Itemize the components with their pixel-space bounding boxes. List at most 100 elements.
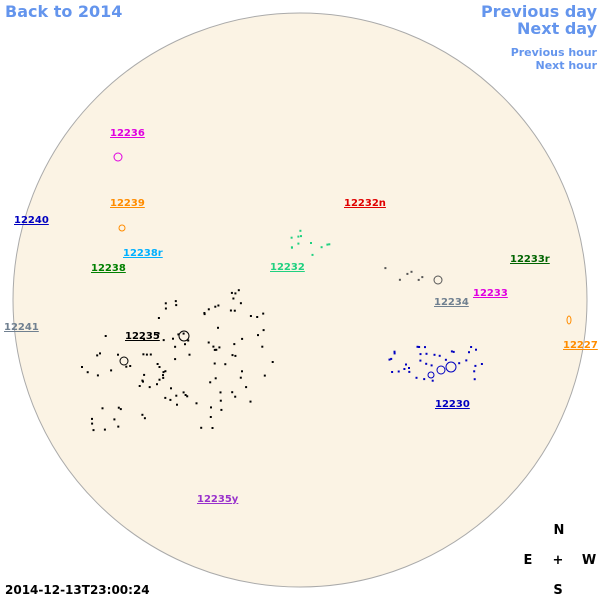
sunspot-dot: [444, 358, 447, 361]
sunspot-dot: [174, 358, 177, 361]
sunspot-dot: [408, 370, 411, 373]
compass-north: N: [554, 523, 565, 538]
sunspot-dot: [406, 272, 409, 275]
sunspot-dot: [249, 315, 252, 317]
sunspot-dot: [214, 305, 217, 308]
sunspot-dot: [233, 309, 236, 312]
sunspot-dot: [475, 348, 477, 351]
sunspot-dot: [398, 278, 401, 281]
sunspot: [119, 356, 129, 366]
sunspot-dot: [162, 376, 165, 379]
next-hour-link[interactable]: Next hour: [536, 59, 598, 72]
region-label[interactable]: 12227: [563, 340, 598, 351]
sunspot-dot: [117, 406, 120, 409]
back-link[interactable]: Back to 2014: [5, 2, 122, 21]
sunspot-dot: [138, 385, 141, 387]
sunspot-dot: [438, 354, 441, 357]
sunspot-dot: [170, 387, 172, 390]
sunspot-dot: [209, 416, 212, 418]
sunspot-dot: [157, 332, 160, 335]
sunspot-dot: [262, 329, 265, 332]
sunspot-dot: [156, 383, 158, 386]
sunspot-dot: [262, 312, 265, 315]
sunspot-dot: [96, 374, 99, 377]
sunspot-dot: [261, 345, 264, 348]
compass-south: S: [553, 583, 562, 598]
sunspot-dot: [145, 353, 148, 356]
sunspot-dot: [424, 346, 426, 349]
region-label[interactable]: 12240: [14, 215, 49, 226]
next-day-link[interactable]: Next day: [517, 19, 598, 38]
sunspot-dot: [239, 376, 242, 379]
sunspot-dot: [433, 353, 436, 356]
sunspot-dot: [113, 418, 116, 421]
sunspot-dot: [257, 334, 259, 337]
sunspot-dot: [241, 337, 244, 340]
sunspot-dot: [328, 243, 331, 246]
sunspot: [566, 315, 572, 325]
compass-east: E: [524, 553, 533, 568]
region-label[interactable]: 12234: [434, 297, 469, 308]
sunspot-dot: [403, 368, 406, 370]
sunspot-dot: [117, 425, 120, 428]
region-label[interactable]: 12235y: [197, 494, 239, 505]
sunspot-dot: [141, 413, 144, 416]
sunspot-dot: [425, 362, 428, 365]
region-label[interactable]: 12239: [110, 198, 145, 209]
region-label[interactable]: 12232n: [344, 198, 386, 209]
sunspot-dots: [81, 229, 483, 432]
region-label[interactable]: 12233: [473, 288, 508, 299]
sunspot-dot: [231, 391, 234, 394]
sunspot-dot: [408, 367, 410, 369]
region-label[interactable]: 12232: [270, 262, 305, 273]
sunspot: [433, 275, 443, 285]
sunspot-dot: [157, 317, 160, 319]
sunspot-dot: [397, 370, 400, 373]
sunspot-dot: [297, 242, 300, 245]
sunspot-dot: [290, 236, 293, 239]
sunspot-dot: [101, 407, 104, 410]
sunspot-dot: [234, 395, 237, 398]
region-label[interactable]: 12235: [125, 331, 160, 342]
sunspot-dot: [219, 399, 222, 402]
sunspot-dot: [415, 376, 418, 379]
sunspot-dot: [473, 378, 476, 381]
sunspot-dot: [249, 400, 252, 403]
sunspot-dot: [393, 352, 396, 355]
previous-hour-link[interactable]: Previous hour: [511, 46, 598, 59]
sunspot-dot: [450, 350, 453, 353]
sunspot-dot: [290, 246, 293, 249]
sunspot-dot: [388, 358, 391, 361]
sunspot-dot: [96, 354, 99, 357]
region-label[interactable]: 12238r: [123, 248, 163, 259]
sunspot-dot: [230, 291, 233, 294]
compass-center: +: [553, 553, 564, 568]
sunspot-dot: [143, 417, 146, 420]
sunspot-dot: [207, 308, 210, 311]
region-label[interactable]: 12233r: [510, 254, 550, 265]
sunspot-dot: [141, 379, 144, 382]
sunspot-dot: [214, 377, 217, 380]
sunspot-dot: [320, 246, 323, 249]
sunspot-dot: [119, 408, 122, 411]
sunspot-dot: [473, 370, 476, 373]
sunspot-dot: [125, 365, 128, 368]
sunspot-dot: [468, 351, 470, 354]
region-label[interactable]: 12230: [435, 399, 470, 410]
sunspot-dot: [184, 394, 187, 396]
sunspot-dot: [162, 371, 165, 374]
region-label[interactable]: 12238: [91, 263, 126, 274]
sunspot-dot: [234, 292, 237, 295]
sunspot-dot: [175, 304, 178, 307]
sunspot-dot: [117, 353, 119, 356]
sunspot-dot: [391, 371, 394, 373]
sunspot-dot: [164, 370, 167, 373]
region-label[interactable]: 12236: [110, 128, 145, 139]
sunspot-dot: [91, 422, 94, 425]
sunspot-dot: [213, 362, 216, 365]
sunspot-dot: [92, 429, 95, 432]
previous-day-link[interactable]: Previous day: [481, 2, 598, 21]
region-label[interactable]: 12241: [4, 322, 39, 333]
sunspot-dot: [182, 332, 185, 335]
